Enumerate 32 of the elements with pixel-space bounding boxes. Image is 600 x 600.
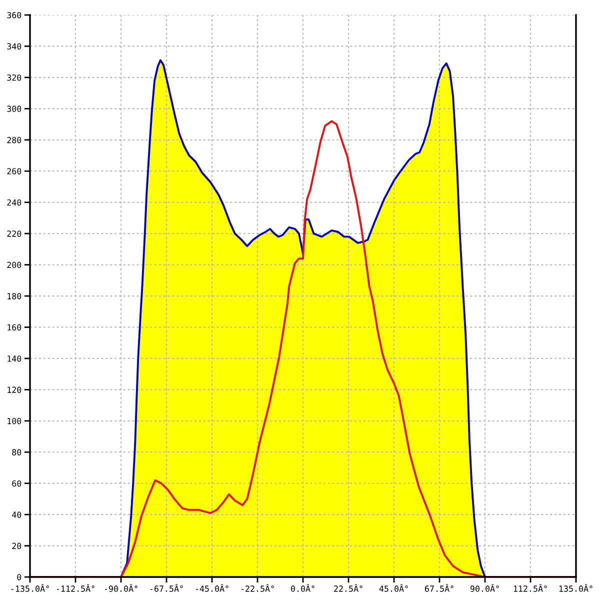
y-tick-label: 20 [12, 542, 22, 550]
x-tick-label: -45.0Â° [196, 584, 228, 592]
x-tick-label: 90.0Â° [470, 584, 499, 592]
y-tick-label: 120 [8, 386, 22, 393]
y-tick-label: 320 [7, 74, 22, 81]
x-tick-label: 22.5Â° [334, 584, 362, 592]
y-tick-label: 220 [7, 230, 22, 237]
x-tick-label: 45.0Â° [379, 584, 408, 592]
y-tick-label: 260 [7, 168, 22, 174]
y-tick-label: 300 [7, 106, 22, 112]
y-tick-label: 360 [7, 12, 22, 18]
y-tick-label: 80 [12, 449, 22, 456]
x-tick-label: 67.5Â° [424, 584, 454, 592]
x-tick-label: -90.0Â° [104, 584, 138, 592]
x-tick-label: -22.5Â° [241, 584, 274, 592]
y-tick-label: 60 [12, 480, 22, 487]
y-tick-label: 160 [8, 324, 22, 331]
y-tick-label: 200 [7, 262, 22, 268]
y-tick-label: 240 [7, 199, 22, 206]
x-tick-label: -135.0Â° [11, 584, 49, 592]
y-tick-label: 180 [8, 293, 22, 300]
y-tick-label: 140 [8, 355, 22, 362]
x-tick-label: 135.0Â° [559, 584, 592, 592]
x-tick-label: -67.5Â° [150, 584, 183, 592]
x-tick-label: 0.0Â° [291, 584, 314, 592]
y-tick-label: 0 [17, 574, 22, 580]
y-tick-label: 100 [8, 418, 22, 424]
x-tick-label: -112.5Â° [56, 584, 94, 592]
y-tick-label: 280 [7, 136, 22, 144]
y-tick-label: 340 [7, 43, 22, 50]
x-tick-label: 112.5Â° [514, 584, 547, 592]
y-tick-label: 40 [12, 512, 22, 518]
